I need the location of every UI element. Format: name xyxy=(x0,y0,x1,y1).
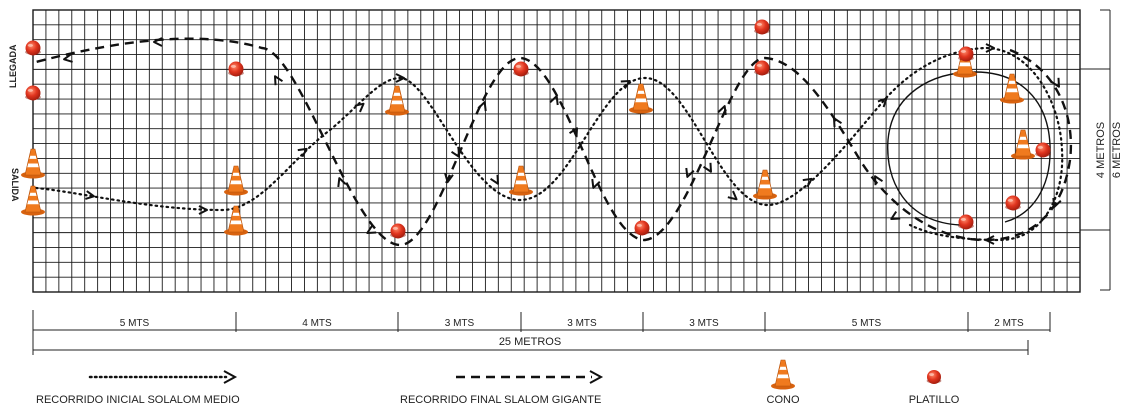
distance-scale xyxy=(32,310,1051,355)
outer-width-label: 6 METROS xyxy=(1111,122,1123,178)
cone-5 xyxy=(385,85,409,116)
legend-initial-label: RECORRIDO INICIAL SOLALOM MEDIO xyxy=(36,394,240,406)
final-arrow-10 xyxy=(477,101,487,112)
initial-arrow-3 xyxy=(297,147,308,158)
right-measure xyxy=(1080,9,1111,291)
initial-arrow-4 xyxy=(354,102,365,113)
start-label: SALIDA xyxy=(10,168,20,202)
final-arrow-11 xyxy=(366,224,377,234)
saucer-9 xyxy=(958,46,974,62)
final-arrow-1 xyxy=(1050,77,1060,88)
initial-arrow-14 xyxy=(985,43,995,53)
initial-arrow-10 xyxy=(702,162,712,173)
saucer-1 xyxy=(25,40,41,56)
field-markers xyxy=(21,19,1051,239)
segment-label-5: 3 MTS xyxy=(689,318,719,329)
saucer-8 xyxy=(754,60,770,76)
saucer-6 xyxy=(634,220,650,236)
circle-route xyxy=(887,71,1051,226)
final-arrow-7 xyxy=(591,178,601,189)
total-length-label: 25 METROS xyxy=(499,336,561,348)
saucer-3 xyxy=(228,61,244,77)
legend-cone-label: CONO xyxy=(767,394,800,406)
saucer-2 xyxy=(25,85,41,101)
saucer-4 xyxy=(390,223,406,239)
final-arrow-4 xyxy=(833,117,843,128)
final-arrow-12 xyxy=(337,177,347,188)
legend-saucer: PLATILLO xyxy=(909,370,960,406)
initial-arrow-16 xyxy=(890,210,901,220)
legend-initial: RECORRIDO INICIAL SOLALOM MEDIO xyxy=(36,370,240,406)
initial-arrow-1 xyxy=(85,190,95,200)
segment-label-4: 3 MTS xyxy=(567,318,597,329)
initial-arrow-5 xyxy=(395,73,405,83)
route-arrows xyxy=(63,37,1062,245)
cone-8 xyxy=(753,169,777,200)
final-arrow-14 xyxy=(153,37,163,47)
cone-6 xyxy=(509,165,533,196)
legend: RECORRIDO INICIAL SOLALOM MEDIO RECORRID… xyxy=(36,359,960,406)
segment-label-3: 3 MTS xyxy=(445,318,475,329)
final-route-path xyxy=(35,37,1073,247)
final-arrow-13 xyxy=(274,75,284,86)
legend-cone-icon xyxy=(771,359,795,390)
cone-10 xyxy=(1000,73,1024,104)
saucer-11 xyxy=(1005,195,1021,211)
initial-arrow-6 xyxy=(450,147,460,158)
final-arrow-6 xyxy=(717,105,727,116)
saucer-5 xyxy=(513,61,529,77)
cone-3 xyxy=(224,165,248,196)
final-arrow-8 xyxy=(549,95,559,106)
segment-label-7: 2 MTS xyxy=(994,318,1024,329)
final-arrow-15 xyxy=(63,53,73,63)
initial-arrow-11 xyxy=(727,190,738,201)
saucer-10 xyxy=(1035,142,1051,158)
saucer-7 xyxy=(754,19,770,35)
initial-arrow-7 xyxy=(489,174,499,185)
segment-label-1: 5 MTS xyxy=(120,318,150,329)
initial-arrow-15 xyxy=(1052,197,1062,208)
segment-label-6: 5 MTS xyxy=(852,318,882,329)
cone-4 xyxy=(224,205,248,236)
legend-final-label: RECORRIDO FINAL SLALOM GIGANTE xyxy=(400,394,601,406)
cone-7 xyxy=(629,83,653,114)
final-arrow-5 xyxy=(685,167,695,178)
legend-final: RECORRIDO FINAL SLALOM GIGANTE xyxy=(400,370,604,406)
segment-labels: 5 MTS 4 MTS 3 MTS 3 MTS 3 MTS 5 MTS 2 MTS xyxy=(120,318,1024,329)
cone-2 xyxy=(21,185,45,216)
final-arrow-2 xyxy=(985,235,995,245)
field-grid xyxy=(32,9,1081,293)
initial-arrow-9 xyxy=(620,80,631,90)
inner-width-label: 4 METROS xyxy=(1095,122,1107,178)
legend-saucer-label: PLATILLO xyxy=(909,394,960,406)
cone-11 xyxy=(1011,129,1035,160)
legend-cone: CONO xyxy=(767,359,800,406)
final-arrow-3 xyxy=(874,175,884,186)
final-arrow-9 xyxy=(444,173,454,183)
cone-1 xyxy=(21,148,45,179)
legend-saucer-icon xyxy=(926,370,942,384)
initial-arrow-12 xyxy=(802,177,813,188)
initial-arrow-2 xyxy=(198,205,208,215)
initial-arrow-13 xyxy=(877,97,888,108)
segment-label-2: 4 MTS xyxy=(302,318,332,329)
initial-arrow-8 xyxy=(568,127,578,138)
arrival-label: LLEGADA xyxy=(8,44,18,88)
saucer-12 xyxy=(958,214,974,230)
